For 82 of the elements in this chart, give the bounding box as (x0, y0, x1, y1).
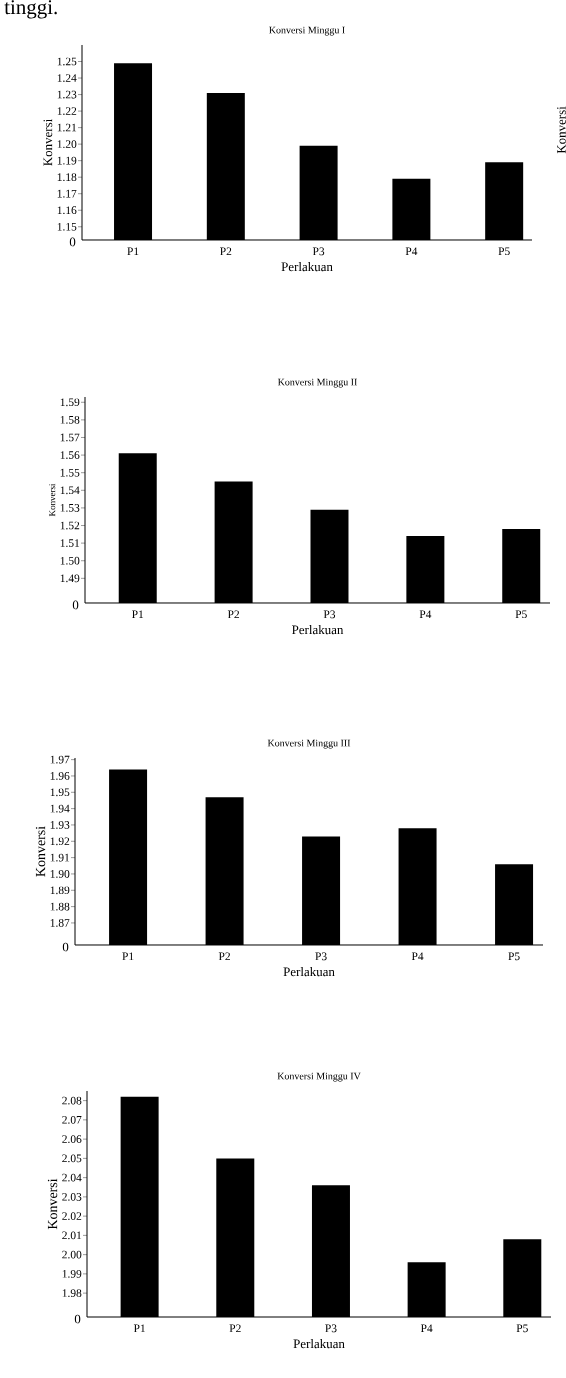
y-tick-label: 2.04 (62, 1173, 82, 1182)
x-tick-label: P5 (516, 1324, 528, 1333)
y-tick-label: 2.02 (62, 1212, 82, 1221)
y-tick-label: 1.23 (57, 90, 77, 99)
y-tick-label: 1.25 (57, 57, 77, 66)
y-tick-label: 2.07 (62, 1115, 82, 1124)
y-tick-label: 1.17 (57, 189, 77, 198)
x-tick-label: P5 (508, 952, 520, 961)
y-tick-label: 1.58 (60, 416, 80, 424)
y-tick-label: 1.96 (50, 772, 70, 780)
y-tick-label: 2.05 (62, 1154, 82, 1163)
text: 0 (69, 237, 76, 247)
x-tick-label: P5 (498, 247, 510, 256)
text: 0 (62, 942, 69, 952)
y-tick-label: 1.99 (62, 1270, 82, 1278)
y-tick-label: 1.20 (57, 140, 77, 149)
y-tick-label: 1.59 (60, 398, 80, 407)
y-tick-label: 1.93 (50, 821, 70, 829)
x-axis-title: Perlakuan (293, 1339, 345, 1349)
x-tick-label: P3 (312, 247, 325, 256)
y-tick-label: 1.57 (60, 433, 80, 442)
y-tick-label: 1.22 (57, 107, 77, 115)
y-axis-title: Konversi (47, 1178, 58, 1230)
y-tick-label: 1.18 (57, 173, 77, 182)
y-tick-label: 1.15 (57, 222, 77, 231)
x-tick-label: P2 (220, 247, 232, 256)
x-tick-label: P1 (122, 952, 134, 961)
x-tick-label: P2 (227, 610, 240, 619)
text: 0 (72, 600, 79, 610)
text: 0 (74, 1314, 81, 1324)
chart-title: Konversi Minggu IV (277, 1072, 361, 1082)
text: Konversi (557, 106, 566, 154)
chart-title: Konversi Minggu III (267, 739, 351, 749)
y-tick-label: 1.91 (50, 853, 70, 862)
x-tick-label: P4 (405, 247, 418, 256)
y-tick-label: 1.19 (57, 156, 77, 165)
text: tinggi. (4, 0, 57, 19)
y-tick-label: 1.51 (60, 539, 80, 547)
y-tick-label: 1.16 (57, 206, 77, 215)
y-tick-label: 1.49 (60, 574, 80, 583)
x-axis-title: Perlakuan (283, 967, 335, 977)
y-tick-label: 1.89 (50, 886, 70, 895)
y-axis-title: Konversi (35, 826, 46, 877)
chart-title: Konversi Minggu II (277, 378, 357, 388)
y-tick-label: 1.50 (60, 556, 80, 565)
x-tick-label: P5 (515, 610, 527, 619)
y-tick-label: 1.52 (60, 521, 80, 530)
x-axis-title: Perlakuan (281, 262, 333, 272)
x-tick-label: P3 (325, 1324, 337, 1333)
y-tick-label: 2.06 (62, 1135, 82, 1144)
y-tick-label: 1.87 (50, 919, 70, 927)
y-tick-label: 1.90 (50, 870, 70, 878)
y-tick-label: 2.08 (62, 1096, 82, 1105)
y-tick-label: 2.00 (62, 1250, 82, 1259)
x-tick-label: P1 (127, 247, 139, 256)
x-axis-title: Perlakuan (291, 625, 344, 635)
x-tick-label: P2 (218, 952, 230, 961)
x-tick-label: P1 (132, 610, 144, 619)
x-tick-label: P3 (315, 952, 327, 961)
y-tick-label: 1.54 (60, 486, 80, 495)
y-tick-label: 1.21 (57, 123, 77, 132)
y-tick-label: 1.95 (50, 788, 70, 797)
y-tick-label: 1.24 (57, 74, 77, 82)
x-tick-label: P3 (323, 610, 336, 619)
y-tick-label: 1.56 (60, 451, 80, 459)
x-tick-label: P2 (229, 1324, 241, 1333)
y-tick-label: 2.01 (62, 1231, 82, 1240)
y-tick-label: 1.97 (50, 755, 70, 764)
y-axis-title: Konversi (43, 118, 53, 166)
y-tick-label: 1.98 (62, 1289, 82, 1298)
y-tick-label: 1.53 (60, 504, 80, 512)
y-axis-title: Konversi (49, 483, 56, 517)
y-tick-label: 1.88 (50, 902, 70, 911)
x-tick-label: P4 (420, 1324, 433, 1333)
x-tick-label: P1 (133, 1324, 145, 1333)
x-tick-label: P4 (411, 952, 424, 961)
y-tick-label: 2.03 (62, 1192, 82, 1201)
y-tick-label: 1.55 (60, 468, 80, 477)
chart-title: Konversi Minggu I (269, 26, 345, 36)
x-tick-label: P4 (419, 610, 432, 619)
y-tick-label: 1.94 (50, 804, 70, 813)
y-tick-label: 1.92 (50, 837, 70, 846)
